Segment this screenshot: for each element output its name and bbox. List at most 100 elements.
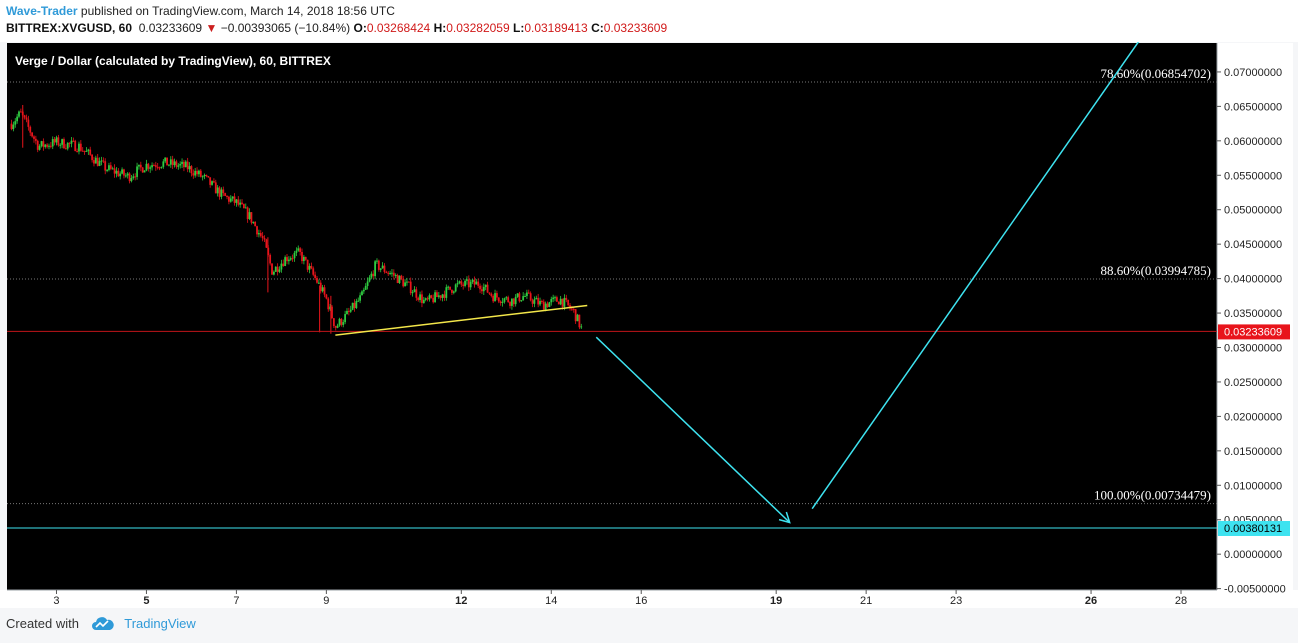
candle-up — [61, 139, 64, 145]
candle-down — [29, 126, 32, 133]
candle-down — [190, 166, 193, 174]
created-with-text: Created with — [6, 616, 79, 631]
candle-up — [424, 298, 427, 300]
candle-down — [117, 170, 120, 177]
candle-down — [331, 306, 333, 319]
candle-down — [265, 239, 268, 248]
candle-down — [64, 148, 67, 150]
candle-down — [325, 294, 328, 299]
candle-up — [471, 279, 474, 282]
candle-down — [72, 140, 75, 142]
candle-down — [46, 144, 49, 147]
candle-down — [421, 294, 423, 304]
candle-up — [121, 169, 123, 174]
candle-down — [156, 166, 159, 168]
y-tick-label: 0.02500000 — [1224, 377, 1282, 389]
x-tick-label: 7 — [233, 595, 239, 607]
candle-down — [128, 173, 131, 182]
author-link[interactable]: Wave-Trader — [6, 4, 78, 18]
candle-up — [168, 164, 170, 166]
candle-down — [166, 157, 168, 166]
candle-up — [289, 258, 292, 260]
candle-up — [126, 173, 129, 176]
candle-down — [527, 292, 530, 294]
high-value: 0.03282059 — [446, 21, 510, 35]
x-tick-label: 5 — [143, 595, 149, 607]
candle-up — [274, 266, 277, 272]
candle-down — [42, 141, 45, 147]
candle-down — [400, 275, 403, 280]
candle-down — [63, 139, 65, 149]
candle-down — [222, 189, 225, 194]
candle-up — [70, 140, 73, 144]
candle-down — [578, 314, 581, 328]
candle-up — [342, 322, 345, 325]
candle-up — [308, 265, 311, 270]
candle-down — [171, 159, 174, 166]
y-tick-label: 0.06500000 — [1224, 101, 1282, 113]
candle-down — [499, 301, 502, 303]
candle-down — [68, 142, 71, 144]
candle-up — [501, 301, 504, 303]
candle-up — [422, 299, 425, 304]
candle-up — [280, 263, 283, 270]
candle-down — [261, 235, 264, 239]
candle-down — [228, 196, 230, 202]
candle-up — [336, 325, 339, 328]
candle-up — [231, 196, 234, 199]
price-axis[interactable] — [1217, 43, 1293, 590]
candle-down — [93, 160, 95, 164]
candle-up — [317, 282, 320, 284]
candle-down — [477, 281, 480, 286]
price-badges: 0.03233609 0.00380131 — [1218, 324, 1290, 536]
y-tick-label: -0.00500000 — [1224, 584, 1286, 596]
close-value: 0.03233609 — [603, 21, 668, 35]
time-axis[interactable] — [0, 590, 1298, 608]
open-label: O: — [353, 21, 367, 35]
candle-down — [402, 279, 405, 287]
candle-up — [87, 149, 90, 151]
candle-up — [220, 189, 223, 197]
candle-up — [284, 257, 287, 267]
candle-up — [357, 300, 360, 302]
tradingview-brand[interactable]: TradingView — [124, 616, 196, 631]
candle-down — [529, 293, 532, 301]
candle-up — [539, 301, 541, 305]
candle-down — [304, 256, 307, 260]
candle-down — [36, 140, 39, 150]
price-chart[interactable]: Verge / Dollar (calculated by TradingVie… — [0, 42, 1298, 608]
candle-down — [572, 308, 575, 310]
candle-down — [243, 204, 245, 209]
candle-up — [379, 268, 382, 270]
candle-up — [505, 297, 508, 299]
candle-up — [362, 289, 365, 292]
candle-up — [544, 303, 547, 310]
candle-up — [66, 142, 69, 149]
candle-up — [359, 295, 362, 301]
projection-down-line[interactable] — [595, 336, 791, 524]
projection-up-line[interactable] — [811, 42, 1140, 510]
candle-down — [555, 297, 558, 302]
candle-down — [310, 265, 313, 269]
support-trendline[interactable] — [335, 304, 588, 336]
candle-up — [554, 297, 556, 299]
candle-down — [486, 284, 489, 293]
candle-down — [33, 136, 35, 139]
candle-down — [291, 258, 294, 260]
candle-up — [321, 287, 324, 292]
candle-up — [550, 299, 553, 303]
candle-up — [239, 202, 242, 205]
candle-down — [561, 298, 564, 307]
candle-up — [338, 318, 341, 326]
candle-down — [407, 281, 410, 283]
plot-area[interactable] — [7, 43, 1217, 590]
candle-down — [205, 174, 208, 176]
candle-down — [387, 272, 390, 274]
candle-up — [138, 164, 140, 167]
candle-down — [199, 170, 202, 177]
candle-down — [479, 285, 481, 290]
candle-up — [533, 299, 536, 304]
candle-up — [404, 282, 406, 287]
candle-down — [237, 199, 240, 205]
candle-down — [134, 176, 137, 178]
